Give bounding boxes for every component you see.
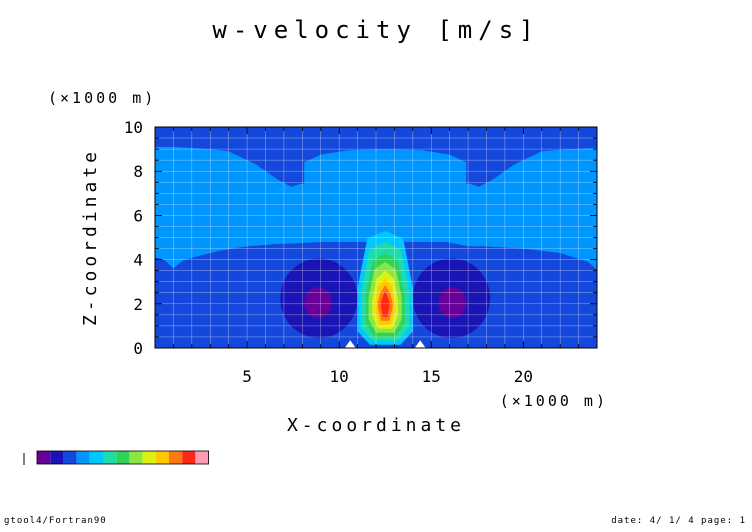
colorbar-swatch — [103, 451, 117, 464]
colorbar-legend — [23, 450, 210, 465]
x-axis-title: X-coordinate — [287, 415, 465, 436]
colorbar-swatch — [89, 451, 103, 464]
footer-left-text: gtool4/Fortran90 — [4, 516, 107, 526]
colorbar-swatch — [37, 451, 51, 464]
region-left-core — [304, 287, 332, 319]
footer-right-text: date: 4/ 1/ 4 page: 1 — [611, 516, 746, 526]
colorbar-swatch — [182, 451, 196, 464]
region-gap-right — [414, 340, 426, 348]
y-tick-label: 6 — [133, 206, 143, 225]
region-right-core — [438, 287, 467, 319]
colorbar-swatch — [129, 451, 143, 464]
colorbar-swatch — [76, 451, 90, 464]
colorbar-swatch — [142, 451, 156, 464]
x-tick-label: 15 — [422, 367, 441, 386]
x-tick-label: 10 — [330, 367, 349, 386]
y-tick-label: 4 — [133, 251, 143, 270]
y-tick-label: 10 — [124, 118, 143, 137]
y-tick-label: 2 — [133, 295, 143, 314]
region-gap-left — [344, 340, 356, 348]
plot-grid — [155, 127, 597, 348]
plot-axes: 5 10 15 20 0 2 4 6 8 10 — [124, 118, 598, 386]
colorbar-swatch — [116, 451, 130, 464]
colorbar-swatch — [169, 451, 183, 464]
y-unit-label: (×1000 m) — [48, 89, 156, 107]
x-tick-label: 20 — [514, 367, 533, 386]
colorbar-swatch — [195, 451, 209, 464]
y-axis-title: Z-coordinate — [80, 148, 101, 326]
x-tick-label: 5 — [242, 367, 252, 386]
colorbar-frame — [36, 450, 210, 465]
y-tick-label: 0 — [133, 339, 143, 358]
x-unit-label: (×1000 m) — [500, 392, 608, 410]
colorbar-swatch — [155, 451, 169, 464]
y-tick-label: 8 — [133, 162, 143, 181]
chart-title: w-velocity [m/s] — [212, 16, 539, 44]
colorbar-swatch — [50, 451, 64, 464]
colorbar-swatch — [63, 451, 77, 464]
